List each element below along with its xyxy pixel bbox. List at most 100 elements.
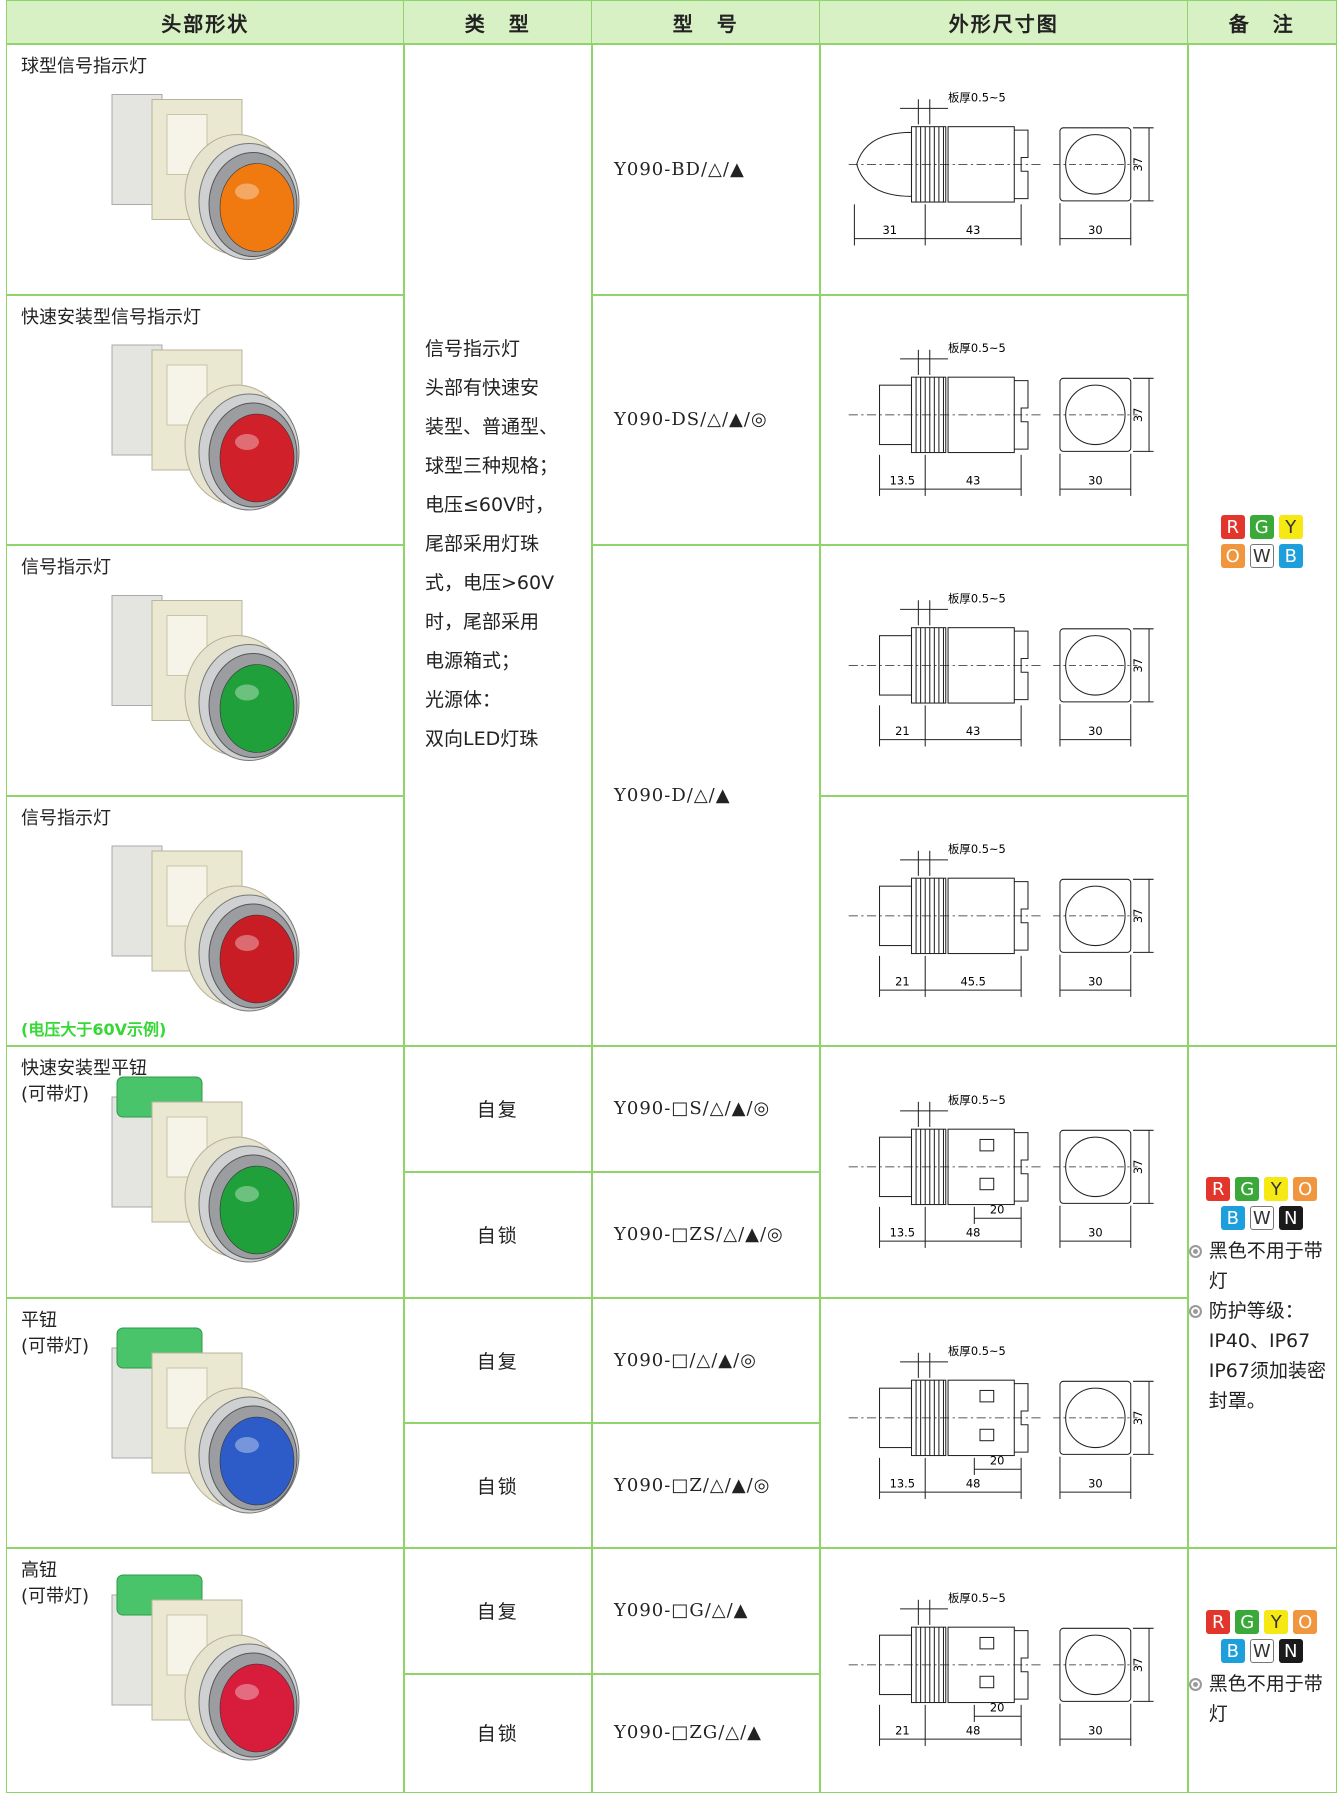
type-line: 信号指示灯 [425, 338, 521, 361]
head-cell: 快速安装型信号指示灯 [6, 294, 405, 546]
remark-note: 黑色不用于带灯 [1188, 1236, 1336, 1296]
head-label: 球型信号指示灯 [21, 54, 147, 80]
header-cell: 类 型 [403, 0, 593, 45]
dimension-label: 43 [966, 724, 981, 738]
color-badge: Y [1278, 515, 1303, 540]
model-cell: Y090-□ZG/△/▲ [591, 1673, 821, 1793]
lens [219, 163, 295, 252]
remark-cell: R G Y O B W N 黑色不用于带灯 [1187, 1547, 1337, 1793]
type-cell: 自复 [403, 1045, 593, 1173]
dimension-label: 13.5 [890, 1226, 915, 1240]
type-text: 自锁 [404, 1423, 592, 1548]
head-label: 信号指示灯 [21, 555, 111, 581]
dimension-label: 21 [895, 975, 910, 989]
color-badge: O [1220, 544, 1245, 569]
product-picture [111, 94, 300, 260]
color-badge: N [1278, 1206, 1303, 1231]
plate-label: 板厚0.5~5 [948, 1093, 1006, 1107]
product-picture [111, 1076, 300, 1263]
color-badge: G [1249, 515, 1274, 540]
highlight [235, 935, 259, 951]
color-badge: W [1249, 1206, 1274, 1231]
highlight [235, 1186, 259, 1202]
type-cell: 自锁 [403, 1422, 593, 1549]
type-line: 自复 [476, 1099, 519, 1122]
product-image [111, 845, 300, 1012]
highlight [235, 684, 259, 701]
drawing-cell: 板厚0.5~5 31 43 30 37 [819, 43, 1189, 296]
dimension-label: 48 [966, 1477, 981, 1491]
dimension-label: 20 [990, 1454, 1005, 1468]
remark-note: 防护等级：IP40、IP67 IP67须加装密封罩。 [1188, 1296, 1336, 1416]
color-badge: O [1293, 1177, 1318, 1202]
color-badge: B [1220, 1639, 1245, 1664]
type-cell: 信号指示灯 头部有快速安 装型、普通型、 球型三种规格； 电压≤60V时， 尾部采用灯珠式… [403, 43, 593, 1047]
head-label-line: 快速安装型平钮 [21, 1058, 147, 1079]
dimension-drawing: 板厚0.5~5 21 43 30 37 [848, 592, 1154, 747]
head-cell: 快速安装型平钮 (可带灯) [6, 1045, 405, 1299]
head-label-line: 高钮 [21, 1560, 57, 1581]
drawing-cell: 板厚0.5~5 13.5 48 20 30 37 [819, 1045, 1189, 1299]
type-line: 头部有快速安 [425, 377, 540, 400]
type-line: 自锁 [476, 1225, 519, 1248]
model-cell: Y090-□S/△/▲/◎ [591, 1045, 821, 1173]
type-line: 式，电压>60V [425, 572, 555, 595]
lens [219, 664, 295, 753]
terminal [979, 1389, 995, 1403]
head-label-line: 平钮 [21, 1310, 57, 1331]
dimension-label: 30 [1088, 724, 1103, 738]
remark: R G Y O B W N 黑色不用于带灯 [1188, 1548, 1336, 1792]
terminal [979, 1177, 995, 1191]
product-picture [111, 1574, 300, 1761]
model-number: Y090-□S/△/▲/◎ [614, 1098, 771, 1120]
color-badge: Y [1264, 1177, 1289, 1202]
head-label-line: 快速安装型信号指示灯 [21, 307, 201, 328]
product-picture [111, 1327, 300, 1514]
header-cell: 备 注 [1187, 0, 1337, 45]
head-label: 快速安装型信号指示灯 [21, 305, 201, 331]
product-image [111, 94, 300, 260]
terminal [979, 1675, 995, 1689]
type-line: 自锁 [476, 1723, 519, 1746]
color-badge: B [1220, 1206, 1245, 1231]
model-cell: Y090-D/△/▲ [591, 544, 821, 1047]
dimension-label: 37 [1131, 909, 1145, 924]
type-line: 双向LED灯珠 [425, 728, 539, 751]
drawing-cell: 板厚0.5~5 21 43 30 37 [819, 544, 1189, 797]
color-badge: W [1249, 1639, 1274, 1664]
dimension-label: 45.5 [960, 975, 985, 989]
head-label: 高钮 (可带灯) [21, 1558, 89, 1610]
dimension-label: 13.5 [890, 474, 915, 488]
dimension-label: 20 [990, 1701, 1005, 1715]
plate-label: 板厚0.5~5 [948, 1344, 1006, 1358]
model-number: Y090-D/△/▲ [614, 784, 731, 806]
type-line: 光源体： [425, 689, 502, 712]
drawing-cell: 板厚0.5~5 13.5 43 30 37 [819, 294, 1189, 546]
drawing-cell: 板厚0.5~5 21 45.5 30 37 [819, 795, 1189, 1047]
type-line: 球型三种规格； [425, 455, 559, 478]
type-text: 信号指示灯 头部有快速安 装型、普通型、 球型三种规格； 电压≤60V时， 尾部采用灯珠式… [404, 44, 592, 1046]
head-cell: 信号指示灯 [6, 544, 405, 797]
dimension-label: 21 [895, 724, 910, 738]
color-badge: W [1249, 544, 1274, 569]
head-cell: 球型信号指示灯 [6, 43, 405, 296]
dimension-label: 48 [966, 1724, 981, 1738]
dimension-label: 43 [966, 474, 981, 488]
type-cell: 自复 [403, 1547, 593, 1675]
product-picture [111, 344, 300, 511]
dimension-drawing: 板厚0.5~5 31 43 30 37 [848, 91, 1154, 246]
drawing-cell: 板厚0.5~5 13.5 48 20 30 37 [819, 1297, 1189, 1549]
type-cell: 自复 [403, 1297, 593, 1424]
dimension-label: 30 [1088, 1477, 1103, 1491]
dimension-label: 30 [1088, 1724, 1103, 1738]
remark-cell: R G Y O B W N 黑色不用于带灯 防护等级：IP40、IP67 IP67须加装密封罩。 [1187, 1045, 1337, 1549]
drawing-cell: 板厚0.5~5 21 48 20 30 37 [819, 1547, 1189, 1793]
header-cell: 型 号 [591, 0, 821, 45]
dimension-label: 37 [1131, 658, 1145, 673]
